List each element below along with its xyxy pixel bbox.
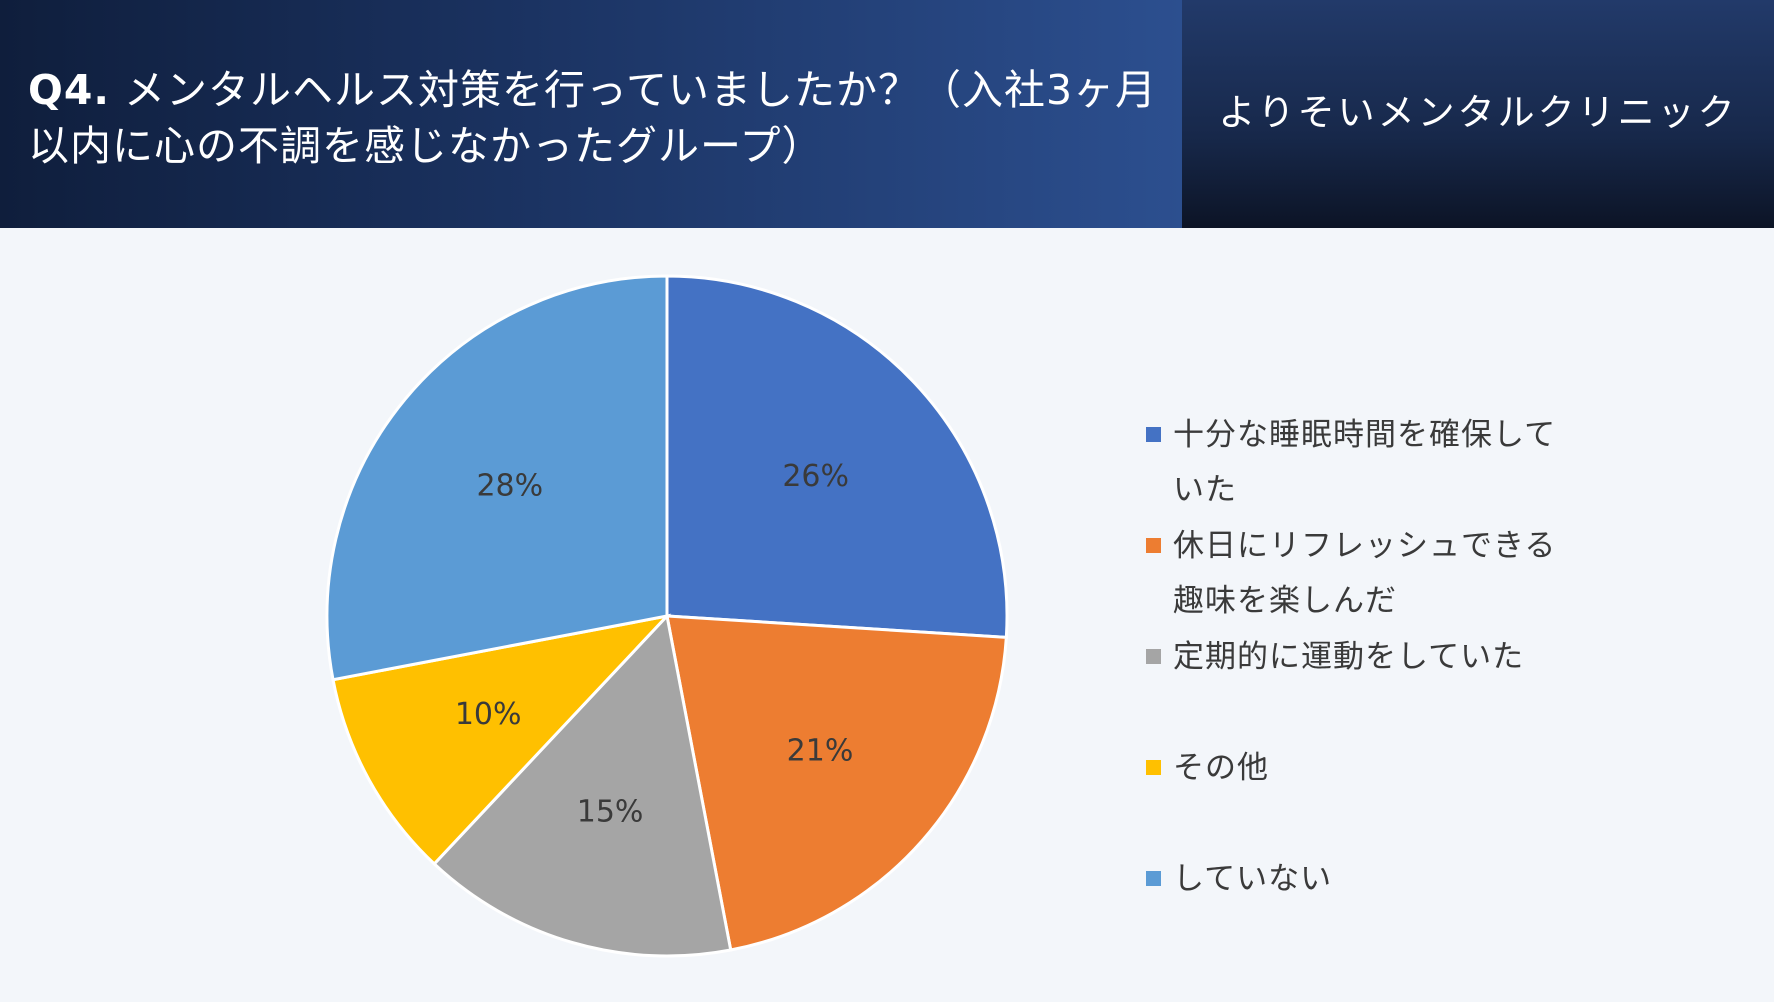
legend-swatch (1146, 427, 1161, 442)
legend-swatch (1146, 538, 1161, 553)
legend-label: 定期的に運動をしていた (1173, 639, 1525, 675)
legend-swatch (1146, 649, 1161, 664)
pie-slice-sleep (665, 274, 1009, 639)
data-label-none: 28% (476, 469, 543, 504)
data-label-exercise: 15% (577, 794, 644, 829)
legend-label: 十分な睡眠時間を確保していた (1173, 417, 1557, 508)
pie-slice-other (331, 613, 672, 866)
header-banner: Q4. メンタルヘルス対策を行っていましたか？（入社3ヶ月以内に心の不調を感じな… (0, 0, 1774, 228)
pie-slice-exercise (432, 612, 733, 958)
pie-slice-hobby (665, 614, 1008, 952)
legend-item-none: していない (1146, 852, 1606, 907)
data-label-hobby: 21% (787, 733, 854, 768)
legend-item-hobby: 休日にリフレッシュできる趣味を楽しんだ (1146, 519, 1606, 629)
legend-item-other: その他 (1146, 741, 1606, 796)
legend-swatch (1146, 760, 1161, 775)
legend-swatch (1146, 871, 1161, 886)
legend-item-sleep: 十分な睡眠時間を確保していた (1146, 408, 1606, 518)
legend-label: していない (1173, 861, 1333, 897)
page-title: Q4. メンタルヘルス対策を行っていましたか？（入社3ヶ月以内に心の不調を感じな… (28, 62, 1168, 174)
question-number: Q4. (28, 66, 110, 114)
title-panel: Q4. メンタルヘルス対策を行っていましたか？（入社3ヶ月以内に心の不調を感じな… (0, 0, 1182, 228)
legend-label: 休日にリフレッシュできる趣味を楽しんだ (1173, 528, 1557, 619)
pie-chart: 26% 21% 15% 10% 28% (325, 274, 1009, 958)
clinic-name: よりそいメンタルクリニック (1218, 91, 1738, 134)
data-label-sleep: 26% (782, 459, 849, 494)
legend-label: その他 (1173, 750, 1269, 786)
legend-item-exercise: 定期的に運動をしていた (1146, 630, 1606, 685)
pie-slice-none (325, 274, 669, 682)
data-label-other: 10% (455, 697, 522, 732)
chart-area: 26% 21% 15% 10% 28% 十分な睡眠時間を確保していた 休日にリフレッシュで… (0, 228, 1774, 1002)
clinic-panel: よりそいメンタルクリニック (1182, 0, 1774, 228)
question-text: メンタルヘルス対策を行っていましたか？（入社3ヶ月以内に心の不調を感じなかったグ… (28, 66, 1158, 170)
